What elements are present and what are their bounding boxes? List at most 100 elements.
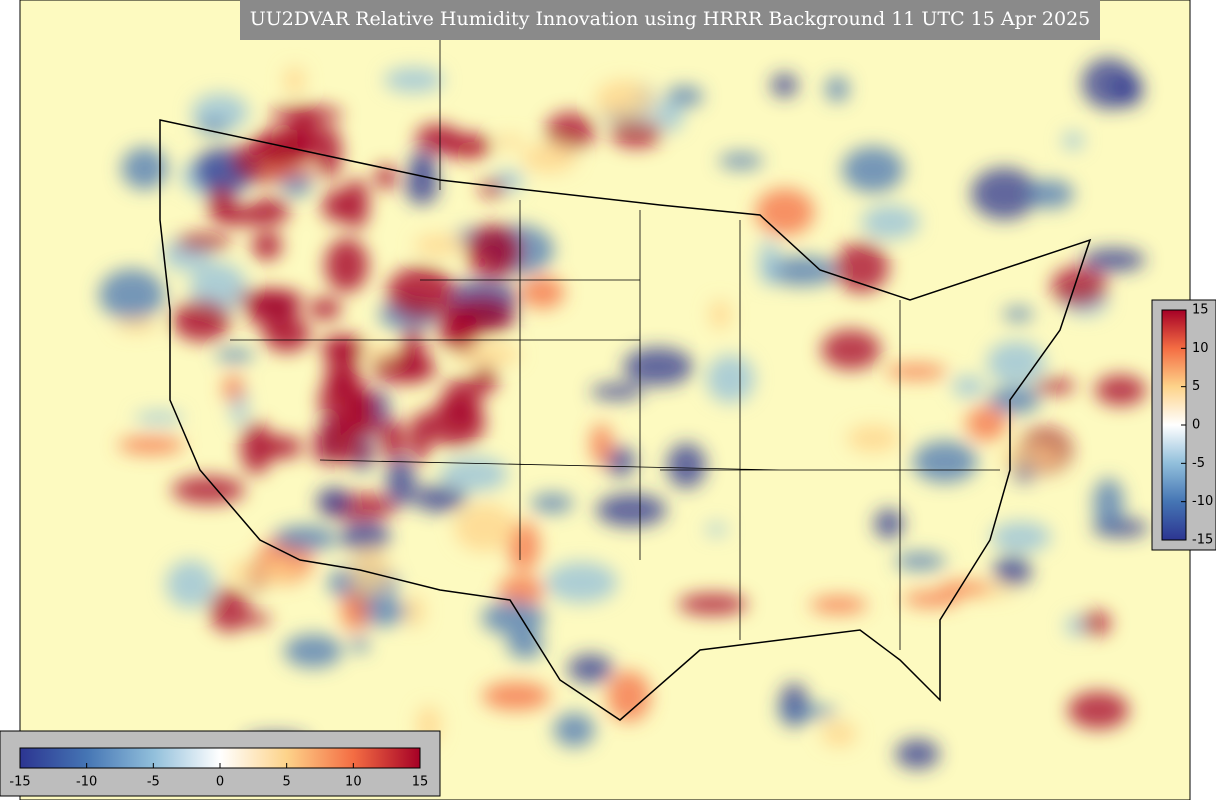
field-blob bbox=[530, 493, 574, 513]
country-outline bbox=[159, 119, 1092, 721]
field-blob bbox=[350, 548, 390, 595]
colorbar-tick-label: 10 bbox=[345, 775, 362, 790]
field-blob bbox=[874, 508, 904, 539]
field-blob bbox=[902, 591, 961, 608]
field-blob bbox=[706, 354, 755, 404]
field-blob bbox=[117, 436, 185, 455]
field-blob bbox=[465, 225, 522, 278]
field-blob bbox=[340, 521, 390, 553]
field-blob bbox=[320, 334, 366, 359]
field-blob bbox=[454, 503, 516, 552]
field-blob bbox=[952, 375, 985, 398]
field-blob bbox=[990, 521, 1051, 553]
field-blob bbox=[311, 426, 365, 446]
field-blob bbox=[595, 493, 667, 527]
field-blob bbox=[590, 383, 644, 400]
field-blob bbox=[894, 552, 946, 570]
field-blob bbox=[553, 712, 595, 747]
field-blob bbox=[1094, 374, 1147, 406]
field-blob bbox=[495, 135, 526, 148]
field-blob bbox=[404, 167, 439, 205]
field-blob bbox=[1051, 266, 1108, 307]
field-blob bbox=[387, 266, 455, 318]
field-blob bbox=[507, 521, 540, 572]
field-blob bbox=[424, 399, 486, 447]
field-blob bbox=[413, 234, 464, 256]
field-blob bbox=[498, 575, 545, 606]
field-blob bbox=[1027, 179, 1074, 209]
field-blob bbox=[207, 184, 236, 222]
colorbar-tick-label: -10 bbox=[76, 775, 97, 790]
field-blob bbox=[472, 365, 498, 394]
field-blob bbox=[227, 560, 301, 584]
field-blob bbox=[371, 353, 437, 384]
state-borders bbox=[230, 40, 1000, 650]
field-blob bbox=[607, 671, 651, 722]
field-blob bbox=[861, 204, 920, 240]
field-blob bbox=[482, 681, 551, 711]
field-blob bbox=[316, 487, 351, 517]
field-blob bbox=[545, 112, 595, 151]
field-blob bbox=[846, 424, 900, 453]
field-blob bbox=[215, 348, 255, 362]
field-blob bbox=[343, 178, 369, 230]
field-blob bbox=[657, 100, 684, 132]
field-blob bbox=[834, 242, 889, 293]
field-blob bbox=[610, 119, 663, 148]
field-blob bbox=[965, 406, 1008, 441]
field-blob bbox=[1081, 611, 1111, 636]
colorbar-tick-label: 0 bbox=[216, 775, 224, 790]
field-blob bbox=[350, 637, 369, 653]
field-blob bbox=[623, 347, 694, 386]
field-blob bbox=[993, 555, 1032, 587]
field-blob bbox=[666, 443, 707, 489]
field-blob bbox=[521, 143, 577, 173]
field-blob bbox=[825, 76, 849, 102]
field-blob bbox=[481, 600, 546, 636]
colorbar-tick-label: -5 bbox=[147, 775, 160, 790]
field-blob bbox=[1033, 378, 1076, 394]
field-blob bbox=[821, 329, 881, 370]
field-blob bbox=[705, 523, 728, 536]
field-blob bbox=[971, 167, 1038, 220]
field-blob bbox=[340, 589, 369, 632]
field-blob bbox=[412, 485, 467, 512]
field-blob bbox=[986, 340, 1046, 385]
colorbar-tick-label: 10 bbox=[1192, 341, 1209, 356]
colorbar-tick-label: 5 bbox=[1192, 379, 1200, 394]
colorbar-tick-label: -10 bbox=[1192, 494, 1213, 509]
field-blob bbox=[171, 475, 246, 505]
colorbar-tick-label: 15 bbox=[1192, 303, 1209, 318]
colorbar-tick-label: 5 bbox=[283, 775, 291, 790]
field-blob bbox=[121, 147, 168, 190]
colorbar-tick-label: -5 bbox=[1192, 456, 1205, 471]
field-blob bbox=[939, 581, 992, 595]
field-blob bbox=[1062, 131, 1084, 150]
field-blob bbox=[308, 297, 342, 320]
colorbar-tick-label: -15 bbox=[9, 775, 30, 790]
field-blob bbox=[776, 705, 838, 719]
field-blob bbox=[988, 386, 1041, 415]
field-blob bbox=[344, 388, 378, 429]
colorbar-tick-label: -15 bbox=[1192, 533, 1213, 548]
field-blob bbox=[755, 188, 815, 236]
field-blob bbox=[770, 73, 798, 98]
field-blob bbox=[507, 630, 544, 659]
field-blob bbox=[842, 146, 905, 193]
field-blob bbox=[273, 525, 338, 552]
field-blob bbox=[310, 442, 377, 464]
field-blob bbox=[545, 562, 618, 603]
field-blob bbox=[885, 363, 948, 380]
field-blob bbox=[895, 739, 940, 769]
field-blob bbox=[208, 587, 250, 633]
field-blob bbox=[375, 164, 397, 190]
field-blob bbox=[595, 80, 654, 120]
field-blob bbox=[479, 180, 506, 197]
field-blob bbox=[1065, 615, 1087, 636]
field-blob bbox=[820, 721, 857, 747]
colorbar-tick-label: 0 bbox=[1192, 418, 1200, 433]
field-blob bbox=[324, 238, 369, 293]
field-blob bbox=[567, 654, 614, 684]
